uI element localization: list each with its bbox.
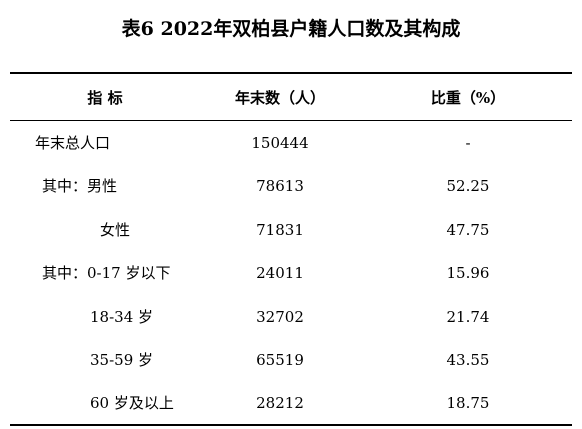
share-cell: 18.75: [446, 394, 490, 413]
population-cell: 32702: [256, 307, 304, 326]
population-cell: 28212: [256, 394, 304, 413]
row-label: 18-34 岁: [90, 307, 154, 326]
population-cell: 65519: [256, 351, 304, 369]
population-cell: 71831: [256, 220, 304, 239]
share-cell: -: [465, 134, 471, 152]
top-rule: [10, 72, 572, 74]
row-label: 35-59 岁: [90, 351, 154, 369]
row-label: 女性: [100, 220, 131, 239]
share-cell: 43.55: [446, 351, 490, 369]
share-cell: 47.75: [446, 220, 490, 239]
row-label: 其中：0-17 岁以下: [42, 264, 171, 283]
share-cell: 15.96: [446, 264, 490, 283]
table-title: 表6 2022年双柏县户籍人口数及其构成: [121, 18, 461, 40]
row-label: 年末总人口: [35, 134, 111, 152]
row-label: 60 岁及以上: [90, 394, 174, 413]
header-cell: 指 标: [87, 89, 123, 107]
header-cell: 年末数（人）: [234, 89, 325, 107]
share-cell: 52.25: [446, 177, 490, 196]
population-cell: 24011: [256, 264, 304, 283]
bottom-rule: [10, 424, 572, 426]
header-rule: [10, 120, 572, 121]
population-cell: 78613: [256, 177, 304, 196]
population-cell: 150444: [251, 134, 309, 152]
share-cell: 21.74: [446, 307, 490, 326]
header-cell: 比重（%）: [430, 89, 506, 107]
row-label: 其中：男性: [42, 177, 118, 196]
